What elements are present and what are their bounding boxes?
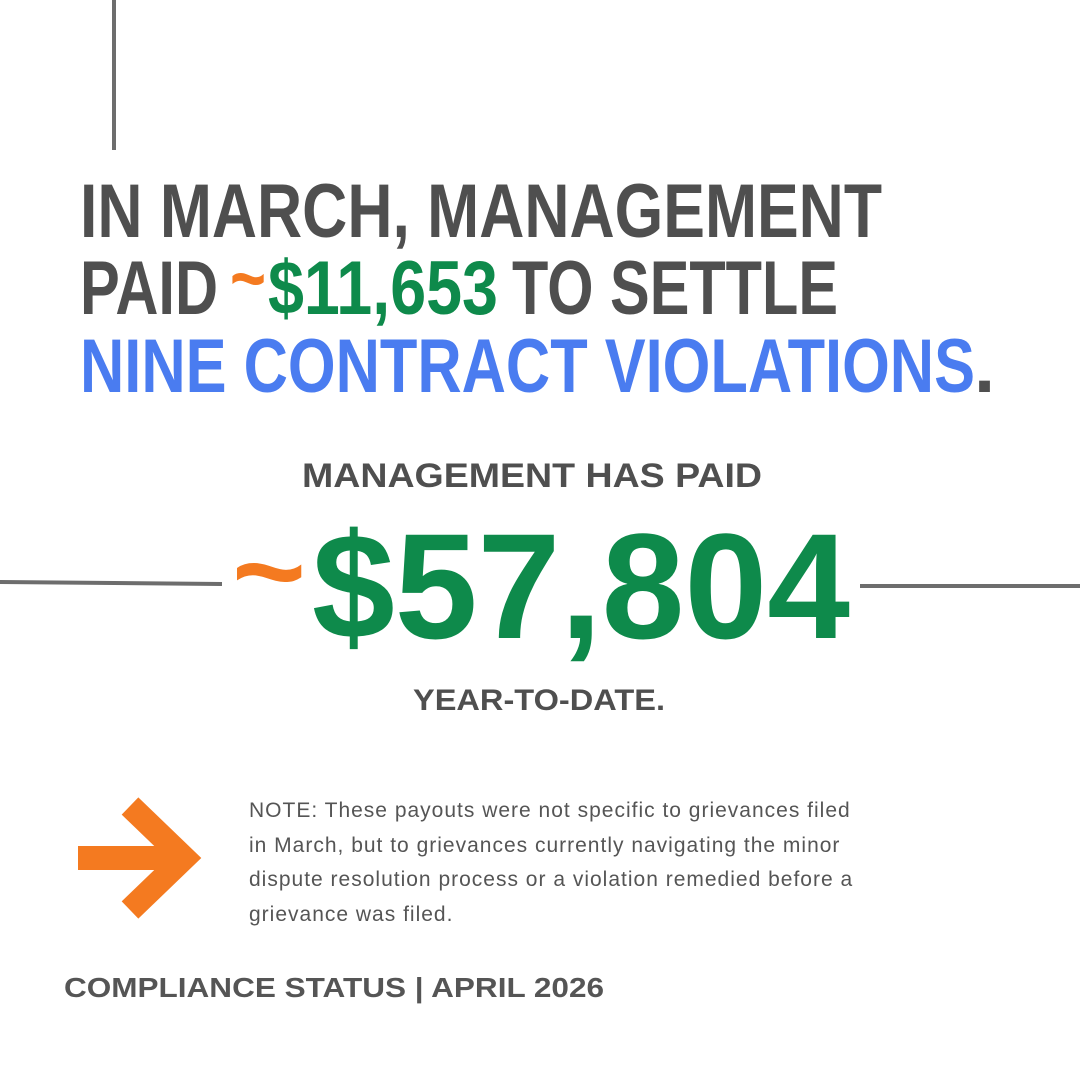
tilde: ~ — [232, 504, 306, 638]
footer: COMPLIANCE STATUS | APRIL 2026 — [64, 972, 604, 1003]
divider-line — [0, 580, 223, 586]
note-line: NOTE: These payouts were not specific to… — [249, 799, 851, 822]
total-label: MANAGEMENT HAS PAID — [302, 457, 762, 495]
headline-highlight: NINE CONTRACT VIOLATIONS — [80, 324, 975, 409]
total-amount: $57,804 — [312, 502, 850, 670]
headline-period: . — [974, 324, 995, 409]
headline-amount: $11,653 — [268, 246, 498, 331]
note-line: in March, but to grievances currently na… — [249, 834, 840, 857]
note-line: dispute resolution process or a violatio… — [249, 868, 853, 891]
total-suffix: YEAR-TO-DATE. — [413, 684, 665, 717]
note-line: grievance was filed. — [249, 903, 453, 926]
headline-text: TO SETTLE — [512, 246, 838, 331]
headline-text: PAID — [80, 246, 218, 331]
arrow-icon — [78, 797, 202, 919]
headline-text: IN MARCH, MANAGEMENT — [80, 169, 882, 254]
tilde: ~ — [230, 236, 266, 321]
